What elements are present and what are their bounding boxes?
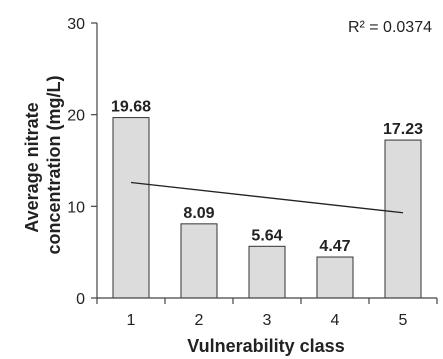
y-tick-label: 0 — [76, 291, 85, 308]
y-tick-label: 10 — [67, 199, 85, 216]
r-squared-annotation: R² = 0.0374 — [348, 19, 432, 36]
data-label-class-5: 17.23 — [383, 121, 423, 138]
data-label-class-3: 5.64 — [251, 227, 282, 244]
y-tick-label: 30 — [67, 16, 85, 33]
bar-class-1 — [112, 117, 150, 299]
bar-class-2 — [180, 223, 218, 299]
y-ticks: 0 10 20 30 — [67, 16, 97, 308]
data-label-class-2: 8.09 — [183, 205, 214, 222]
x-tick-label: 5 — [399, 312, 408, 329]
x-tick-label: 4 — [331, 312, 340, 329]
data-label-class-4: 4.47 — [319, 238, 350, 255]
bar-class-3 — [248, 245, 286, 299]
x-tick-label: 3 — [263, 312, 272, 329]
x-tick-label: 1 — [127, 312, 136, 329]
y-axis-title-line-1: Average nitrate — [22, 102, 42, 232]
x-tick-label: 2 — [195, 312, 204, 329]
bar-class-4 — [316, 256, 354, 299]
data-label-class-1: 19.68 — [111, 99, 151, 116]
trendline — [130, 181, 404, 214]
bar-class-5 — [384, 139, 422, 299]
x-ticks: 1 2 3 4 5 — [96, 298, 438, 329]
data-labels: 19.68 8.09 5.64 4.47 17.23 — [111, 99, 423, 255]
x-axis-title: Vulnerability class — [187, 336, 344, 356]
y-tick-label: 20 — [67, 108, 85, 125]
y-axis-title: Average nitrate concentration (mg/L) — [22, 75, 64, 254]
bars — [112, 117, 422, 299]
y-axis-title-line-2: concentration (mg/L) — [44, 75, 64, 254]
